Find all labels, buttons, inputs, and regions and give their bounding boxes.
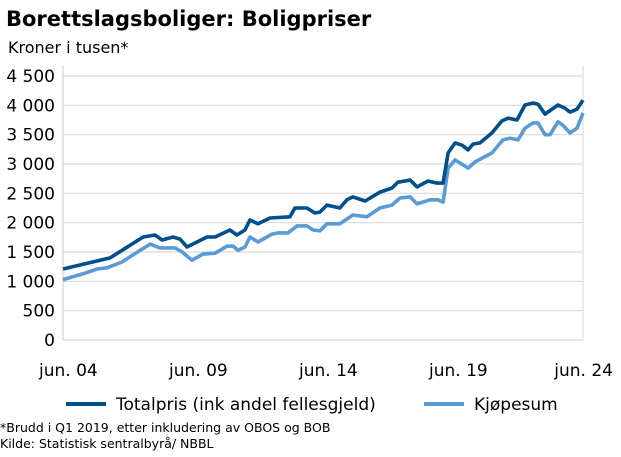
y-tick-label: 1 500 xyxy=(6,243,55,263)
x-tick-label: jun. 09 xyxy=(168,361,228,381)
y-tick-label: 1 000 xyxy=(6,272,55,292)
y-tick-label: 3 500 xyxy=(6,126,55,146)
x-tick-label: jun. 04 xyxy=(38,361,98,381)
chart-subtitle: Kroner i tusen* xyxy=(8,38,128,57)
chart-title: Borettslagsboliger: Boligpriser xyxy=(6,7,372,31)
x-tick-label: jun. 14 xyxy=(298,361,358,381)
legend-label-kjopesum: Kjøpesum xyxy=(474,395,558,415)
x-tick-label: jun. 24 xyxy=(553,361,613,381)
y-tick-label: 4 000 xyxy=(6,96,55,116)
y-tick-label: 2 500 xyxy=(6,184,55,204)
y-tick-label: 2 000 xyxy=(6,214,55,234)
y-tick-label: 500 xyxy=(23,302,55,322)
y-tick-label: 0 xyxy=(44,331,55,351)
footnote-break: *Brudd i Q1 2019, etter inkludering av O… xyxy=(0,420,330,435)
footnote-source: Kilde: Statistisk sentralbyrå/ NBBL xyxy=(0,436,214,451)
series-line-totalpris xyxy=(62,99,585,271)
y-tick-label: 4 500 xyxy=(6,67,55,87)
y-tick-label: 3 000 xyxy=(6,155,55,175)
x-tick-label: jun. 19 xyxy=(428,361,488,381)
legend-label-totalpris: Totalpris (ink andel fellesgjeld) xyxy=(115,395,376,415)
series-line-kjopesum xyxy=(62,112,585,282)
